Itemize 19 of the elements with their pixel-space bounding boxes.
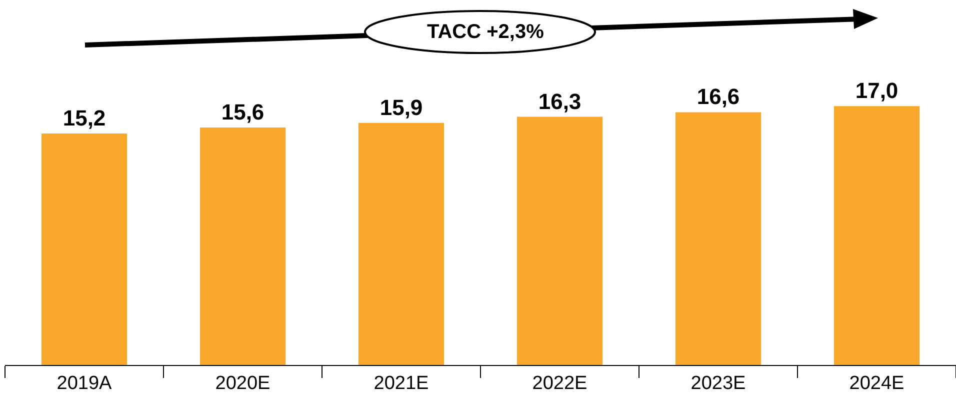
- data-label: 15,9: [380, 94, 423, 120]
- x-tick-label: 2019A: [56, 372, 112, 394]
- bar: [41, 134, 128, 365]
- x-tick-label: 2023E: [690, 372, 746, 394]
- x-tick-label: 2024E: [849, 372, 904, 394]
- bar: [358, 122, 444, 365]
- bar: [516, 116, 603, 365]
- x-tick-label: 2021E: [374, 372, 429, 394]
- x-tick-label: 2020E: [215, 372, 270, 394]
- data-label: 16,3: [538, 88, 582, 114]
- x-tick-label: 2022E: [532, 372, 588, 394]
- data-label: 17,0: [855, 78, 898, 104]
- data-label: 15,2: [62, 106, 106, 131]
- text: TACC +2,3%: [427, 21, 544, 43]
- bar: [200, 127, 286, 365]
- bar: [675, 112, 762, 365]
- data-label: 15,6: [221, 99, 264, 124]
- data-label: 16,6: [696, 84, 740, 110]
- bar: [834, 106, 920, 365]
